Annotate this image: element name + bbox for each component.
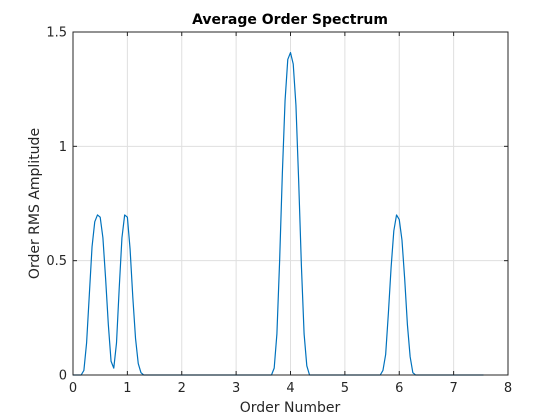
series-layer: [73, 51, 484, 376]
chart-title: Average Order Spectrum: [192, 12, 388, 28]
y-axis-label: Order RMS Amplitude: [27, 128, 43, 279]
x-axis-label: Order Number: [240, 400, 341, 416]
x-tick-label-3: 3: [232, 381, 240, 396]
y-tick-label-2: 1: [59, 140, 67, 155]
x-tick-label-4: 4: [286, 381, 294, 396]
x-tick-label-0: 0: [69, 381, 77, 396]
series-line-0: [73, 51, 484, 376]
y-tick-label-3: 1.5: [46, 26, 67, 41]
x-tick-label-5: 5: [341, 381, 349, 396]
y-tick-label-1: 0.5: [46, 254, 67, 269]
x-tick-label-7: 7: [449, 381, 457, 396]
x-tick-label-1: 1: [123, 381, 131, 396]
x-tick-label-6: 6: [395, 381, 403, 396]
x-tick-label-8: 8: [504, 381, 512, 396]
ticks: 0 1 2 3 4 5 6 7 8 0 0.5 1 1.5: [46, 26, 512, 397]
x-tick-label-2: 2: [178, 381, 186, 396]
y-tick-label-0: 0: [59, 369, 67, 384]
